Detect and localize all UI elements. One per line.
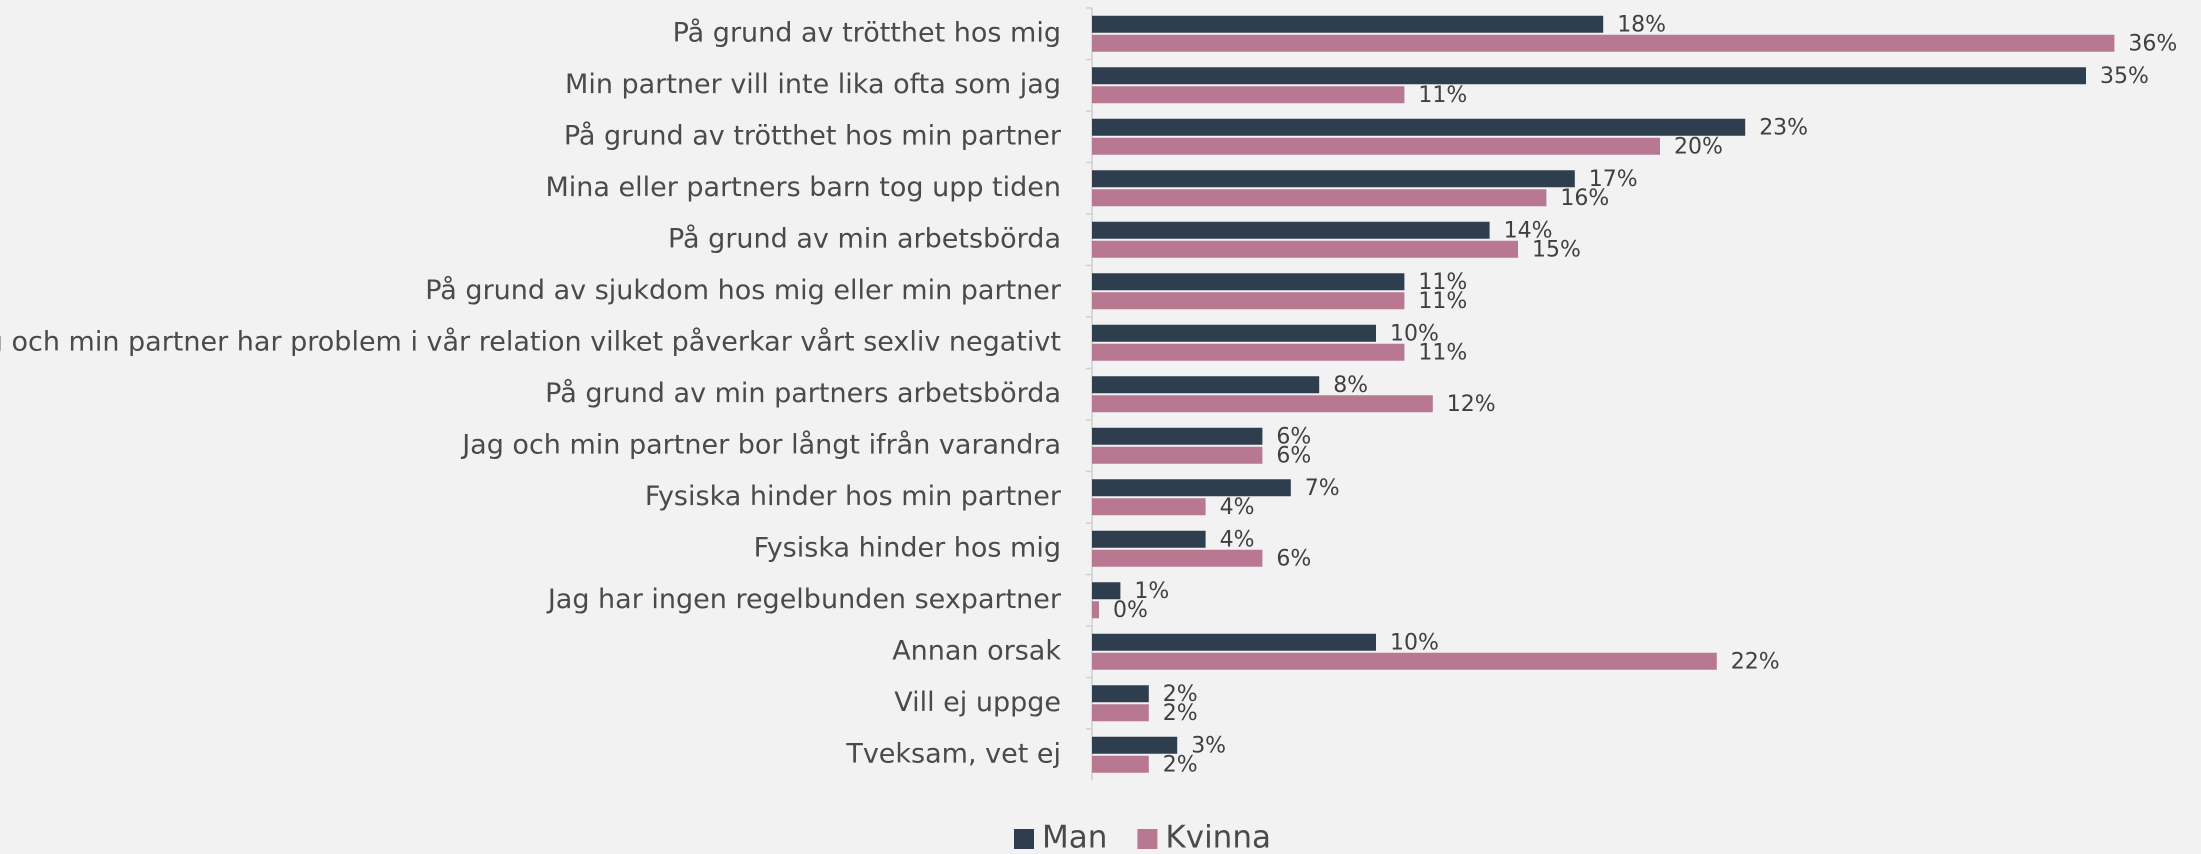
bar	[1092, 240, 1518, 258]
data-label: 2%	[1163, 752, 1198, 777]
bar	[1092, 685, 1149, 703]
data-label: 6%	[1276, 424, 1311, 449]
data-label: 10%	[1390, 630, 1439, 655]
data-label: 17%	[1589, 167, 1638, 192]
bar	[1092, 582, 1121, 600]
data-label: 15%	[1532, 237, 1581, 262]
legend-label: Kvinna	[1165, 820, 1271, 854]
bar	[1092, 704, 1149, 722]
bar	[1092, 498, 1206, 516]
legend-swatch	[1137, 829, 1158, 849]
bar	[1092, 170, 1575, 188]
data-label: 18%	[1617, 12, 1666, 37]
data-label: 20%	[1674, 134, 1723, 159]
bar	[1092, 86, 1405, 104]
bar	[1092, 292, 1405, 310]
bar	[1092, 376, 1320, 394]
bar	[1092, 15, 1604, 33]
category-label: På grund av sjukdom hos mig eller min pa…	[425, 275, 1062, 306]
data-label: 11%	[1418, 83, 1467, 108]
category-label: Fysiska hinder hos mig	[754, 532, 1061, 563]
bar	[1092, 446, 1263, 464]
data-label: 11%	[1418, 270, 1467, 295]
bar	[1092, 530, 1206, 548]
data-label: 22%	[1731, 649, 1780, 674]
category-label: Vill ej uppge	[894, 687, 1061, 718]
bar	[1092, 601, 1099, 619]
data-label: 8%	[1333, 373, 1368, 398]
category-label: På grund av min partners arbetsbörda	[545, 378, 1061, 409]
bar	[1092, 633, 1376, 651]
bar	[1092, 736, 1178, 754]
category-label: Fysiska hinder hos min partner	[645, 481, 1062, 512]
category-label: På grund av trötthet hos mig	[673, 17, 1061, 48]
data-label: 35%	[2100, 64, 2149, 89]
category-label: Min partner vill inte lika ofta som jag	[565, 69, 1061, 100]
bar	[1092, 549, 1263, 567]
data-label: 23%	[1759, 115, 1808, 140]
category-label: Jag och min partner bor långt ifrån vara…	[460, 429, 1061, 460]
legend-swatch	[1014, 829, 1034, 849]
bar	[1092, 34, 2115, 52]
data-label: 4%	[1220, 495, 1255, 520]
bar	[1092, 67, 2086, 85]
data-label: 2%	[1163, 701, 1198, 726]
data-label: 11%	[1418, 289, 1467, 314]
data-label: 7%	[1305, 476, 1340, 501]
bar	[1092, 395, 1433, 413]
category-label: Jag har ingen regelbunden sexpartner	[546, 584, 1062, 615]
category-label: På grund av min arbetsbörda	[668, 223, 1061, 254]
bar	[1092, 427, 1263, 445]
category-label: Annan orsak	[892, 635, 1061, 666]
bar	[1092, 273, 1405, 291]
bar	[1092, 324, 1376, 342]
category-label: Tveksam, vet ej	[845, 738, 1061, 769]
data-label: 12%	[1447, 392, 1496, 417]
bar	[1092, 189, 1547, 207]
bar	[1092, 137, 1660, 155]
data-label: 3%	[1191, 733, 1226, 758]
data-label: 14%	[1504, 218, 1553, 243]
data-label: 36%	[2128, 31, 2177, 56]
data-label: 4%	[1220, 527, 1255, 552]
data-label: 6%	[1276, 546, 1311, 571]
data-label: 6%	[1276, 443, 1311, 468]
bar	[1092, 221, 1490, 239]
bar	[1092, 479, 1291, 497]
category-label: På grund av trötthet hos min partner	[564, 120, 1062, 151]
data-label: 16%	[1560, 186, 1609, 211]
bar	[1092, 118, 1746, 136]
legend-label: Man	[1042, 820, 1107, 854]
bar	[1092, 652, 1717, 670]
category-label: Jag och min partner har problem i vår re…	[0, 326, 1061, 357]
category-label: Mina eller partners barn tog upp tiden	[545, 172, 1061, 203]
data-label: 0%	[1113, 598, 1148, 623]
bar	[1092, 343, 1405, 361]
bar	[1092, 755, 1149, 773]
data-label: 2%	[1163, 682, 1198, 707]
data-label: 11%	[1418, 340, 1467, 365]
data-label: 10%	[1390, 321, 1439, 346]
data-label: 1%	[1134, 579, 1169, 604]
